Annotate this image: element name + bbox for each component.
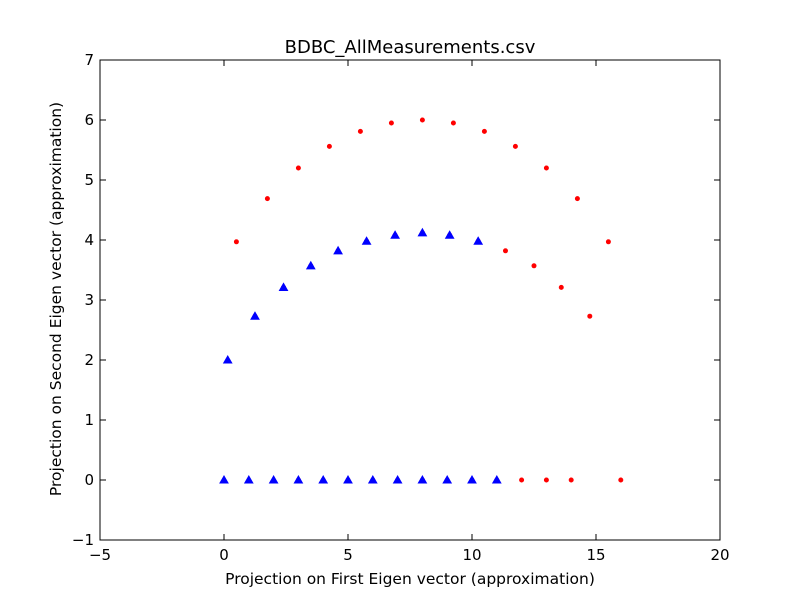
x-axis-label: Projection on First Eigen vector (approx… bbox=[225, 570, 595, 588]
x-tick-label: 10 bbox=[462, 546, 481, 564]
triangle-marker bbox=[222, 354, 233, 364]
y-axis-label: Projection on Second Eigen vector (appro… bbox=[47, 102, 65, 496]
triangle-marker bbox=[318, 474, 329, 484]
circle-marker bbox=[543, 165, 549, 171]
x-tick-label: 15 bbox=[586, 546, 605, 564]
circle-marker bbox=[519, 477, 525, 483]
circle-marker bbox=[450, 120, 456, 126]
x-tick-label: 5 bbox=[343, 546, 353, 564]
triangle-marker bbox=[305, 260, 316, 270]
circle-marker bbox=[388, 120, 394, 126]
circle-marker bbox=[574, 196, 580, 202]
triangle-marker bbox=[293, 474, 304, 484]
chart-title: BDBC_AllMeasurements.csv bbox=[285, 37, 536, 58]
y-tick-label: 1 bbox=[84, 411, 94, 429]
circle-marker bbox=[481, 128, 487, 134]
triangle-marker bbox=[392, 474, 403, 484]
y-tick-label: 0 bbox=[84, 471, 94, 489]
triangle-marker bbox=[343, 474, 353, 484]
circle-marker bbox=[264, 196, 270, 202]
circle-marker bbox=[618, 477, 624, 483]
circle-marker bbox=[502, 248, 508, 254]
triangle-marker bbox=[367, 474, 378, 484]
triangle-marker bbox=[467, 474, 477, 484]
x-tick-label: 0 bbox=[219, 546, 229, 564]
triangle-marker bbox=[243, 474, 254, 484]
y-tick-label: −1 bbox=[72, 531, 94, 549]
circle-marker bbox=[295, 165, 301, 171]
y-tick-label: 2 bbox=[84, 351, 94, 369]
triangle-marker bbox=[361, 236, 372, 245]
y-tick-label: 6 bbox=[84, 111, 94, 129]
y-tick-label: 3 bbox=[84, 291, 94, 309]
triangle-marker bbox=[268, 474, 279, 484]
x-axis: −5 0 5 10 15 20 bbox=[89, 60, 730, 564]
x-tick-label: −5 bbox=[89, 546, 111, 564]
circle-marker bbox=[419, 117, 425, 123]
triangle-marker bbox=[278, 282, 289, 291]
triangle-marker bbox=[219, 474, 229, 484]
y-tick-label: 4 bbox=[84, 231, 94, 249]
triangle-marker bbox=[250, 311, 260, 320]
circle-marker bbox=[587, 313, 593, 319]
circle-marker bbox=[233, 239, 239, 245]
triangle-marker bbox=[442, 474, 453, 484]
circle-marker bbox=[543, 477, 549, 483]
y-tick-label: 7 bbox=[84, 51, 94, 69]
circle-marker bbox=[568, 477, 574, 483]
circle-marker bbox=[531, 263, 537, 269]
circle-marker bbox=[605, 239, 611, 245]
circle-marker bbox=[558, 284, 564, 290]
triangle-marker bbox=[417, 474, 428, 484]
y-axis: −1 0 1 2 3 4 5 6 7 bbox=[72, 51, 720, 549]
plot-area bbox=[219, 117, 624, 484]
circle-marker bbox=[357, 128, 363, 134]
triangle-marker bbox=[491, 474, 502, 484]
triangle-marker bbox=[333, 245, 343, 255]
y-tick-label: 5 bbox=[84, 171, 94, 189]
x-tick-label: 20 bbox=[710, 546, 729, 564]
axes-frame bbox=[99, 59, 721, 541]
circle-marker bbox=[326, 143, 332, 149]
triangle-marker bbox=[444, 230, 455, 239]
triangle-marker bbox=[473, 236, 484, 245]
triangle-marker bbox=[417, 227, 428, 237]
triangle-marker bbox=[390, 230, 401, 239]
circle-marker bbox=[512, 143, 518, 149]
